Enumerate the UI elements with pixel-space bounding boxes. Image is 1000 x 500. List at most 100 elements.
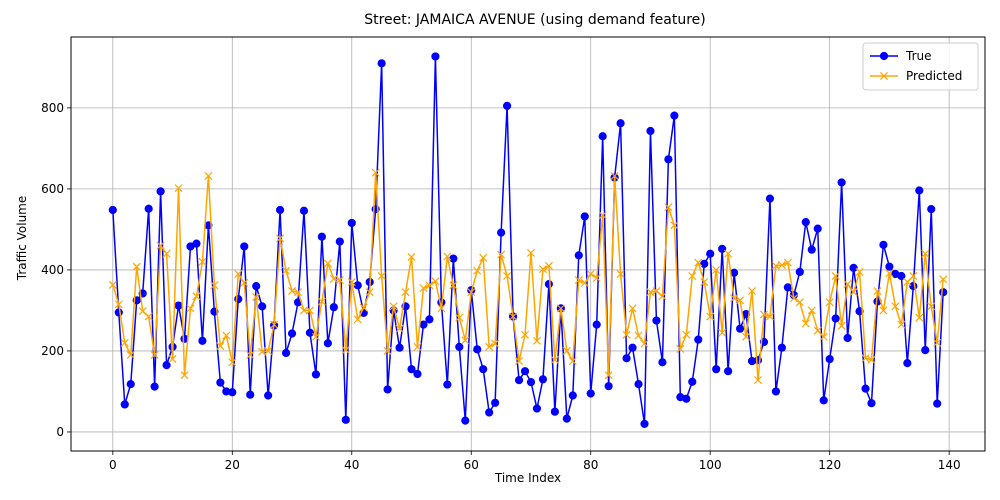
point-true	[801, 218, 810, 227]
point-true	[735, 324, 745, 333]
point-predicted	[353, 315, 362, 324]
point-true	[114, 308, 123, 317]
point-true	[329, 303, 338, 312]
y-tick-label: 200	[41, 344, 64, 358]
point-true	[216, 378, 225, 387]
point-true	[347, 218, 356, 228]
point-predicted	[425, 281, 434, 290]
point-predicted	[795, 298, 804, 307]
point-true	[526, 378, 536, 387]
point-true	[807, 245, 816, 254]
point-true	[879, 240, 888, 249]
point-true	[604, 382, 613, 391]
point-predicted	[210, 281, 219, 290]
point-predicted	[753, 376, 763, 385]
point-predicted	[192, 292, 201, 301]
point-predicted	[706, 312, 715, 321]
point-predicted	[933, 338, 942, 347]
point-true	[831, 314, 840, 323]
point-predicted	[276, 234, 285, 243]
point-predicted	[377, 271, 386, 281]
point-predicted	[682, 330, 691, 339]
point-predicted	[658, 292, 667, 301]
point-predicted	[168, 355, 177, 364]
point-predicted	[843, 280, 852, 289]
point-true	[341, 415, 350, 424]
point-true	[473, 345, 482, 354]
point-true	[108, 205, 117, 215]
point-true	[311, 370, 321, 379]
point-predicted	[915, 313, 924, 322]
point-true	[718, 244, 727, 253]
legend-entry-true: True	[870, 49, 932, 63]
point-predicted	[443, 252, 452, 261]
point-predicted	[759, 310, 768, 319]
x-tick-label: 120	[818, 458, 841, 472]
point-predicted	[867, 355, 876, 364]
point-true	[670, 111, 679, 120]
point-predicted	[222, 331, 231, 340]
point-true	[144, 204, 153, 213]
point-predicted	[120, 338, 129, 347]
point-true	[156, 187, 165, 196]
point-true	[795, 267, 804, 277]
point-predicted	[156, 241, 165, 250]
y-tick-label: 600	[41, 182, 64, 196]
point-predicted	[819, 332, 828, 341]
point-true	[287, 329, 297, 338]
point-true	[413, 369, 422, 379]
point-true	[174, 301, 183, 310]
legend-box	[862, 42, 979, 91]
point-true	[939, 288, 948, 297]
point-predicted	[736, 296, 745, 305]
point-true	[150, 382, 159, 391]
point-predicted	[389, 302, 398, 311]
point-predicted	[240, 278, 249, 287]
point-true	[885, 262, 894, 271]
point-true	[383, 385, 392, 394]
point-true	[550, 407, 559, 416]
point-predicted	[126, 350, 135, 360]
point-predicted	[383, 346, 392, 355]
point-predicted	[228, 358, 237, 367]
point-predicted	[455, 313, 464, 322]
point-predicted	[688, 271, 697, 281]
point-predicted	[640, 339, 649, 348]
point-true	[299, 206, 309, 215]
point-true	[258, 302, 267, 311]
point-predicted	[437, 304, 446, 313]
point-predicted	[311, 332, 320, 341]
point-true	[335, 237, 344, 246]
x-tick-label: 40	[344, 458, 359, 472]
point-predicted	[413, 342, 422, 351]
point-true	[921, 346, 930, 355]
point-true	[491, 398, 500, 407]
legend-entry-predicted: Predicted	[870, 69, 962, 83]
point-predicted	[903, 278, 912, 287]
point-true	[532, 404, 542, 413]
point-predicted	[317, 297, 326, 306]
point-true	[765, 194, 775, 203]
point-true	[825, 354, 834, 364]
x-tick-label: 80	[583, 458, 598, 472]
point-true	[192, 239, 201, 248]
x-tick-label: 60	[464, 458, 479, 472]
point-true	[586, 389, 595, 398]
point-true	[771, 387, 781, 396]
point-true	[323, 339, 332, 348]
line-predicted	[112, 171, 944, 381]
y-axis-ticks: 0 200 400 600 800	[41, 101, 71, 439]
point-predicted	[783, 258, 792, 267]
point-predicted	[509, 312, 518, 321]
point-predicted	[831, 271, 840, 281]
point-true	[275, 205, 285, 215]
point-true	[538, 375, 548, 384]
point-predicted	[401, 288, 410, 297]
point-predicted	[855, 267, 864, 276]
point-true	[520, 367, 530, 376]
point-true	[497, 228, 506, 237]
point-true	[461, 416, 470, 425]
point-true	[317, 232, 327, 241]
point-predicted	[108, 280, 117, 289]
point-predicted	[604, 371, 613, 380]
